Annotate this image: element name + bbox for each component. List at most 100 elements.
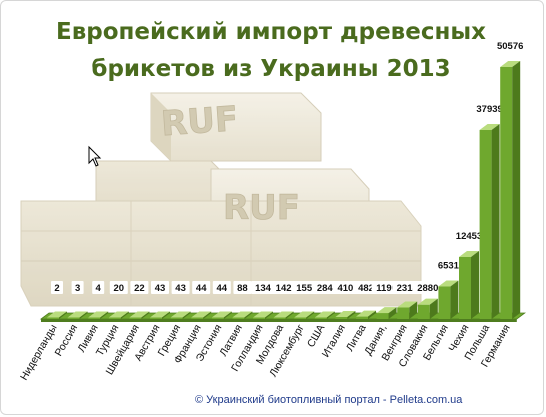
- bar-top: [129, 311, 150, 318]
- data-label-text: 43: [175, 283, 186, 294]
- data-label: 44: [192, 281, 211, 294]
- bar: [129, 311, 150, 319]
- data-label-text: 4: [96, 283, 102, 294]
- bar-front: [211, 317, 224, 319]
- data-label-bg: [292, 281, 317, 294]
- data-label: 88: [233, 281, 252, 294]
- chart-title: Европейский импорт древесных брикетов из…: [56, 19, 486, 82]
- data-label-bg: [212, 281, 231, 294]
- data-label-bg: [492, 39, 529, 52]
- title-line-1: Европейский импорт древесных: [56, 19, 486, 45]
- bar-side: [141, 311, 150, 319]
- data-label: 20: [109, 281, 128, 294]
- data-label-text: 6531: [438, 260, 460, 271]
- bar-front: [170, 317, 183, 319]
- bar-top: [47, 311, 67, 318]
- bar-front: [88, 317, 101, 319]
- bar: [438, 280, 459, 319]
- bar-front: [356, 316, 368, 319]
- data-label-bg: [333, 281, 358, 294]
- data-label: 12453: [451, 228, 487, 242]
- data-label-bg: [451, 228, 487, 242]
- bar-top: [273, 311, 294, 318]
- data-label-text: 44: [196, 283, 207, 294]
- data-label-text: 37939: [476, 104, 502, 115]
- bar: [191, 311, 212, 319]
- bar-top: [376, 307, 397, 314]
- bar-side: [491, 123, 500, 319]
- bar-side: [79, 311, 88, 319]
- bar-top: [479, 123, 500, 130]
- data-label: 284: [312, 281, 337, 294]
- data-label-bg: [251, 281, 275, 294]
- bar-top: [294, 311, 315, 318]
- bar: [47, 311, 67, 319]
- bar-top: [150, 311, 170, 318]
- bar-top: [211, 311, 232, 318]
- bar-top: [170, 311, 191, 318]
- bar-front: [108, 317, 121, 319]
- data-label-bg: [130, 281, 149, 294]
- bar-side: [450, 280, 459, 319]
- bar-front: [500, 67, 513, 319]
- data-label-bg: [151, 281, 169, 294]
- data-label-text: 142: [276, 283, 292, 294]
- bar-front: [129, 317, 142, 319]
- bar-side: [306, 311, 315, 319]
- data-label-text: 88: [237, 283, 248, 294]
- bar: [108, 311, 129, 319]
- bar-side: [388, 307, 397, 319]
- bar: [273, 311, 294, 319]
- data-label-text: 44: [217, 283, 228, 294]
- data-label-bg: [192, 281, 211, 294]
- bar-front: [335, 316, 348, 319]
- bar: [314, 311, 335, 319]
- data-label-text: 22: [134, 283, 145, 294]
- data-label-text: 134: [255, 283, 272, 294]
- bar-side: [409, 301, 418, 319]
- bar-side: [429, 298, 438, 319]
- data-label: 155: [292, 281, 317, 294]
- bar-front: [479, 129, 492, 319]
- bar-side: [326, 311, 335, 319]
- data-label-bg: [109, 281, 128, 294]
- footer-credit: © Украинский биотопливный портал - Pelle…: [195, 394, 463, 406]
- data-label: 410: [333, 281, 358, 294]
- bar-top: [253, 311, 273, 318]
- bar: [335, 310, 356, 319]
- bar-front: [314, 317, 327, 319]
- data-label: 2880: [412, 281, 443, 294]
- data-label-bg: [471, 101, 508, 115]
- bar-side: [244, 311, 253, 319]
- data-label-bg: [71, 281, 84, 294]
- bar: [397, 301, 418, 319]
- bar-front: [397, 307, 410, 319]
- bar-front: [67, 317, 80, 319]
- bar: [170, 311, 191, 319]
- data-label-text: 50576: [497, 41, 523, 52]
- bar-top: [417, 298, 438, 305]
- bar-side: [368, 310, 376, 319]
- bar-front: [417, 304, 430, 319]
- bar-front: [438, 286, 451, 319]
- bar-top: [108, 311, 129, 318]
- data-label-bg: [433, 258, 464, 272]
- data-label: 4: [92, 281, 105, 294]
- bar: [253, 311, 273, 319]
- bar-side: [100, 311, 109, 319]
- bar-top: [88, 311, 109, 318]
- data-label-bg: [51, 281, 63, 294]
- bar-top: [397, 301, 418, 308]
- data-label: 37939: [471, 101, 508, 115]
- data-label: 50576: [492, 39, 529, 52]
- bar-side: [471, 250, 479, 319]
- bar: [88, 311, 109, 319]
- data-label: 2: [51, 281, 63, 294]
- data-label-text: 43: [155, 283, 166, 294]
- bar-side: [512, 61, 521, 319]
- bar-top: [459, 250, 479, 257]
- bar: [459, 250, 479, 319]
- bar: [356, 310, 376, 319]
